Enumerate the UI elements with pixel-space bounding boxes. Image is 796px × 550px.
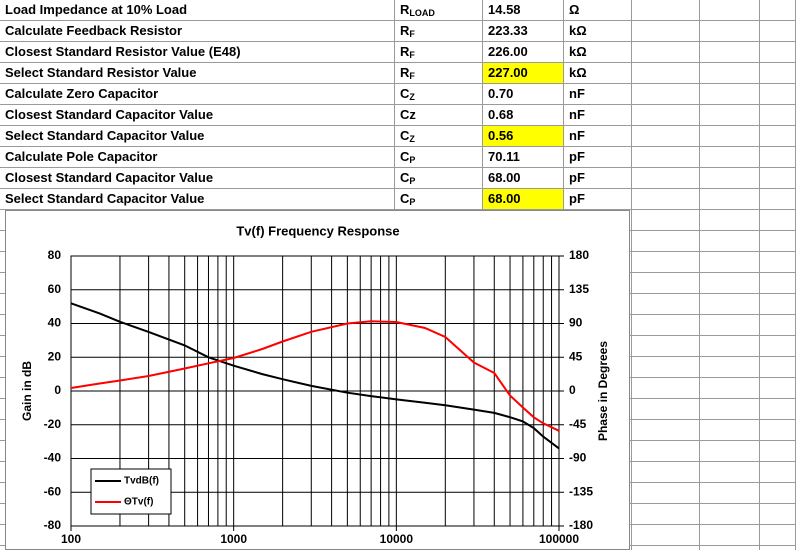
row-label: Select Standard Resistor Value — [5, 65, 197, 80]
row-unit: kΩ — [569, 44, 587, 59]
row-value: 14.58 — [488, 2, 521, 17]
row-value: 68.00 — [488, 170, 521, 185]
y2-tick-label: 0 — [569, 383, 576, 397]
row-label: Select Standard Capacitor Value — [5, 191, 205, 206]
series-line — [70, 302, 560, 450]
symbol-subscript: P — [409, 197, 416, 207]
row-label: Calculate Feedback Resistor — [5, 23, 183, 38]
row-value: 68.00 — [483, 189, 563, 209]
row-unit: nF — [569, 107, 585, 122]
symbol-subscript: Z — [409, 134, 415, 144]
y2-tick-label: 135 — [569, 282, 589, 296]
y2-tick-label: -90 — [569, 451, 587, 465]
row-unit: pF — [569, 170, 585, 185]
plot-border — [70, 255, 560, 527]
symbol-base: C — [400, 149, 410, 164]
y-tick-label: -40 — [44, 451, 62, 465]
x-tick-label: 1000 — [220, 532, 247, 546]
legend-label: ΘTv(f) — [124, 497, 153, 508]
chart-title: Tv(f) Frequency Response — [236, 223, 399, 238]
y2-axis-label: Phase in Degrees — [596, 341, 610, 441]
symbol-base: C — [400, 128, 410, 143]
symbol-base: C — [400, 86, 410, 101]
row-symbol: CZ — [395, 84, 482, 104]
row-label: Load Impedance at 10% Load — [5, 2, 188, 17]
row-unit: nF — [569, 86, 585, 101]
y2-tick-label: -135 — [569, 484, 593, 498]
symbol-base: R — [400, 44, 410, 59]
symbol-subscript: P — [409, 176, 416, 186]
symbol-subscript: Z — [409, 92, 415, 102]
row-unit: kΩ — [569, 23, 587, 38]
series-line — [70, 320, 560, 432]
y2-tick-label: 90 — [569, 316, 583, 330]
row-value: 223.33 — [488, 23, 528, 38]
row-unit: Ω — [569, 2, 580, 17]
row-label: Closest Standard Capacitor Value — [5, 107, 214, 122]
row-label: Select Standard Capacitor Value — [5, 128, 205, 143]
legend-box — [90, 468, 172, 515]
y-tick-label: -60 — [44, 484, 62, 498]
row-symbol: RF — [395, 42, 482, 62]
row-label: Calculate Zero Capacitor — [5, 86, 159, 101]
row-value: 0.70 — [488, 86, 514, 101]
row-symbol: Cz — [400, 107, 416, 122]
y2-tick-label: -45 — [569, 417, 587, 431]
y-tick-label: 40 — [48, 316, 62, 330]
column-border — [759, 0, 760, 550]
y2-tick-label: -180 — [569, 518, 593, 532]
row-symbol: RF — [395, 21, 482, 41]
chart: Tv(f) Frequency Response Gain in dB Phas… — [5, 210, 630, 550]
row-unit: pF — [569, 191, 585, 206]
symbol-base: C — [400, 170, 410, 185]
symbol-base: R — [400, 23, 410, 38]
row-value: 70.11 — [488, 149, 520, 164]
y-tick-label: -20 — [44, 417, 62, 431]
y-tick-label: 60 — [48, 282, 62, 296]
symbol-subscript: F — [409, 71, 415, 81]
row-symbol: RLOAD — [395, 0, 482, 20]
symbol-base: C — [400, 191, 410, 206]
symbol-subscript: F — [409, 29, 415, 39]
symbol-base: R — [400, 2, 410, 17]
y-tick-label: 20 — [48, 349, 62, 363]
row-unit: nF — [569, 128, 585, 143]
y2-tick-label: 45 — [569, 349, 583, 363]
symbol-base: R — [400, 65, 410, 80]
y2-tick-label: 180 — [569, 248, 589, 262]
row-symbol: CP — [395, 147, 482, 167]
y-tick-label: 0 — [54, 383, 61, 397]
x-tick-label: 100 — [61, 532, 81, 546]
y-axis-label: Gain in dB — [20, 361, 34, 421]
row-symbol: RF — [395, 63, 482, 83]
row-value: 227.00 — [483, 63, 563, 83]
y-tick-label: -80 — [44, 518, 62, 532]
column-border — [631, 0, 632, 550]
row-unit: kΩ — [569, 65, 587, 80]
legend-label: TvdB(f) — [124, 476, 159, 487]
row-label: Closest Standard Capacitor Value — [5, 170, 214, 185]
row-label: Closest Standard Resistor Value (E48) — [5, 44, 241, 59]
row-label: Calculate Pole Capacitor — [5, 149, 158, 164]
row-value: 0.68 — [488, 107, 514, 122]
row-value: 0.56 — [483, 126, 563, 146]
row-unit: pF — [569, 149, 585, 164]
symbol-subscript: F — [409, 50, 415, 60]
row-symbol: CZ — [395, 126, 482, 146]
row-symbol: CP — [395, 168, 482, 188]
x-tick-label: 10000 — [380, 532, 414, 546]
x-tick-label: 100000 — [539, 532, 579, 546]
symbol-subscript: P — [409, 155, 416, 165]
column-border — [699, 0, 700, 550]
row-symbol: CP — [395, 189, 482, 209]
symbol-subscript: LOAD — [409, 8, 435, 18]
row-value: 226.00 — [488, 44, 528, 59]
y-tick-label: 80 — [48, 248, 62, 262]
